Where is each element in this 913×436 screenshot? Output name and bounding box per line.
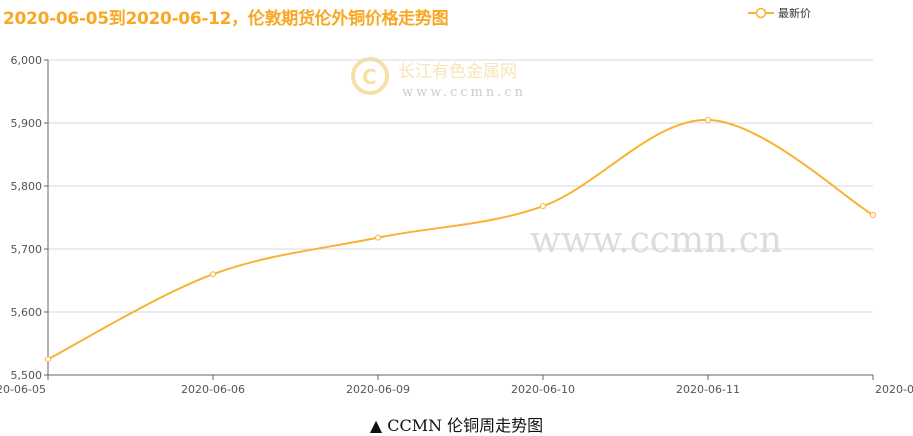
legend-line-circle-icon (748, 7, 774, 19)
watermark-logo-icon (351, 57, 389, 95)
y-tick-label: 5,700 (11, 243, 43, 256)
watermark-logo-glyph: C (362, 65, 377, 89)
y-tick-label: 5,600 (11, 306, 43, 319)
y-tick-label: 5,900 (11, 117, 43, 130)
series-line (47, 118, 874, 361)
line-chart: C 长江有色金属网 www.ccmn.cn www.ccmn.cn 5,500 5… (0, 54, 913, 396)
data-point (45, 356, 51, 363)
y-tick-label: 5,500 (11, 369, 43, 382)
chart-caption: ▲ CCMN 伦铜周走势图 (369, 416, 544, 435)
data-point (210, 271, 216, 278)
x-tick-label: 2020-06-06 (181, 383, 245, 396)
data-point (540, 203, 546, 210)
watermark: C 长江有色金属网 www.ccmn.cn www.ccmn.cn (351, 57, 782, 261)
x-tick-label: 2020-06-12 (875, 383, 913, 396)
chart-title: 2020-06-05到2020-06-12，伦敦期货伦外铜价格走势图 (3, 9, 449, 29)
watermark-brand: 长江有色金属网 (398, 62, 517, 82)
x-tick-label: 2020-06-10 (511, 383, 575, 396)
x-tick-label: 2020-06-09 (346, 383, 410, 396)
data-point (705, 116, 711, 123)
x-tick-label: 2020-06-05 (0, 383, 46, 396)
x-tick-label: 2020-06-11 (676, 383, 740, 396)
watermark-url-small: www.ccmn.cn (402, 85, 526, 100)
legend-item[interactable]: 最新价 (748, 5, 811, 21)
data-point (870, 211, 876, 218)
legend-label: 最新价 (778, 7, 811, 20)
y-tick-label: 5,800 (11, 180, 43, 193)
data-point (375, 234, 381, 241)
y-tick-label: 6,000 (11, 54, 43, 67)
watermark-url-large: www.ccmn.cn (530, 220, 782, 261)
